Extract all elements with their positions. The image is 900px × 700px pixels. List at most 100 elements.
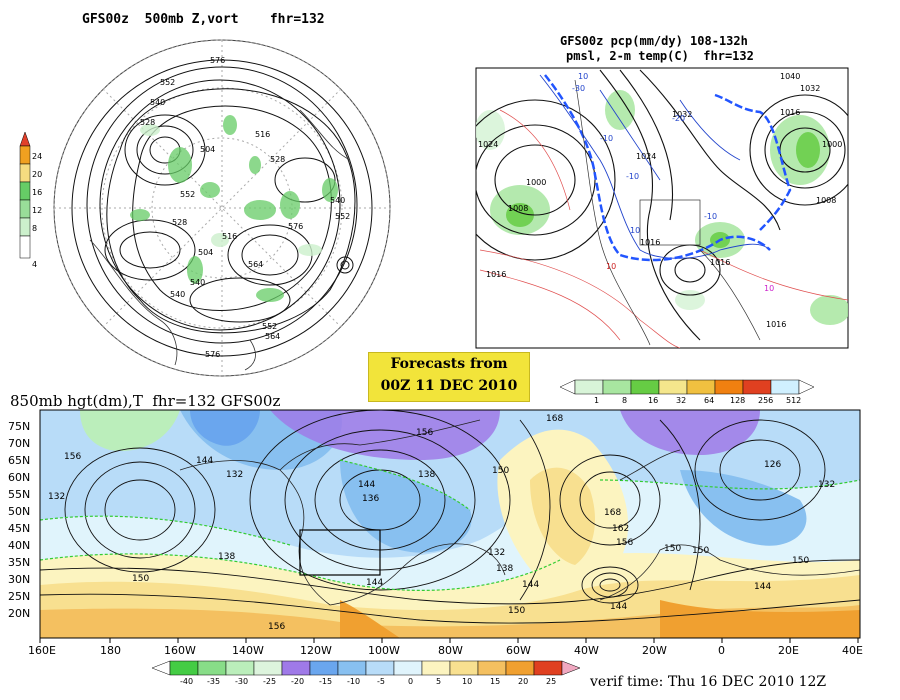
lon-label: 180 <box>100 644 121 657</box>
cb500-label: 16 <box>32 188 43 197</box>
cb850-label: -25 <box>263 677 277 686</box>
lon-label: 140W <box>232 644 264 657</box>
lon-label: 20W <box>642 644 667 657</box>
lat-label: 40N <box>8 539 31 552</box>
pressure-label: 1000 <box>822 140 843 149</box>
height-label: 144 <box>610 602 628 612</box>
contour-label: 504 <box>198 248 214 257</box>
cb850-label: -40 <box>180 677 194 686</box>
height-label: 156 <box>416 428 434 438</box>
temp-label: -20 <box>672 114 686 123</box>
contour-label: 516 <box>255 130 271 139</box>
cb850-label: -10 <box>347 677 361 686</box>
cb500-label: 24 <box>32 152 43 161</box>
cb850-label: 5 <box>436 677 442 686</box>
contour-label: 552 <box>335 212 351 221</box>
lat-label: 70N <box>8 437 31 450</box>
temp-label: 10 <box>630 226 641 235</box>
contour-label: 504 <box>200 145 216 154</box>
lat-label: 30N <box>8 573 31 586</box>
cbp-label: 256 <box>758 396 774 405</box>
lat-label: 50N <box>8 505 31 518</box>
panel-850mb-title: 850mb hgt(dm),T fhr=132 GFS00z <box>10 392 281 410</box>
lat-label: 25N <box>8 590 31 603</box>
contour-label: 528 <box>172 218 188 227</box>
lon-label: 80W <box>438 644 463 657</box>
height-label: 144 <box>358 480 376 490</box>
contour-label: 540 <box>190 278 206 287</box>
height-label: 138 <box>418 470 436 480</box>
precip-title-line1: GFS00z pcp(mm/dy) 108-132h <box>560 34 748 48</box>
height-label: 132 <box>488 548 506 558</box>
temp-label: 10 <box>578 72 589 81</box>
temp-label: -30 <box>572 84 586 93</box>
lat-label: 45N <box>8 522 31 535</box>
cbp-label: 64 <box>704 396 715 405</box>
pressure-label: 1032 <box>800 84 821 93</box>
lat-label: 65N <box>8 454 31 467</box>
forecast-line1: Forecasts from <box>390 356 508 372</box>
pressure-label: 1040 <box>780 72 801 81</box>
height-label: 136 <box>362 494 380 504</box>
lon-label: 160W <box>164 644 196 657</box>
pressure-label: 1016 <box>640 238 661 247</box>
lat-label: 20N <box>8 607 31 620</box>
pressure-label: 1016 <box>780 108 801 117</box>
lat-label: 75N <box>8 420 31 433</box>
cb850-label: -15 <box>319 677 333 686</box>
height-label: 144 <box>196 456 214 466</box>
lon-label: 120W <box>300 644 332 657</box>
height-label: 168 <box>546 414 564 424</box>
pressure-label: 1008 <box>816 196 837 205</box>
height-label: 150 <box>664 544 682 554</box>
height-label: 144 <box>366 578 384 588</box>
cb850-label: -30 <box>235 677 249 686</box>
height-label: 156 <box>616 538 634 548</box>
forecast-info-box: Forecasts from 00Z 11 DEC 2010 <box>368 352 530 402</box>
height-label: 144 <box>522 580 540 590</box>
contour-label: 552 <box>262 322 278 331</box>
map-850mb <box>39 409 861 643</box>
lon-label: 40E <box>842 644 863 657</box>
cb850-label: 25 <box>546 677 557 686</box>
forecast-line2: 00Z 11 DEC 2010 <box>380 378 518 394</box>
cb850-label: 20 <box>518 677 529 686</box>
pressure-label: 1008 <box>508 204 529 213</box>
height-label: 138 <box>218 552 236 562</box>
contour-label: 540 <box>150 98 166 107</box>
height-label: 156 <box>268 622 286 632</box>
height-label: 144 <box>754 582 772 592</box>
colorbar-850mb <box>151 660 581 676</box>
contour-label: 528 <box>270 155 286 164</box>
pressure-label: 1032 <box>672 110 693 119</box>
colorbar-precip <box>559 379 815 395</box>
cbp-label: 512 <box>786 396 802 405</box>
cb850-label: 10 <box>462 677 473 686</box>
contour-label: 552 <box>180 190 196 199</box>
pressure-label: 1016 <box>710 258 731 267</box>
height-label: 156 <box>64 452 82 462</box>
lat-label: 60N <box>8 471 31 484</box>
colorbar-500mb <box>19 131 31 259</box>
cbp-label: 32 <box>676 396 687 405</box>
contour-label: 576 <box>288 222 304 231</box>
temp-label: 10 <box>764 284 775 293</box>
contour-label: 540 <box>330 196 346 205</box>
precip-title-line2: pmsl, 2-m temp(C) fhr=132 <box>566 49 754 63</box>
panel-500mb-title: GFS00z 500mb Z,vort fhr=132 <box>82 12 325 27</box>
temp-label: -10 <box>704 212 718 221</box>
cb850-label: 0 <box>408 677 414 686</box>
height-label: 162 <box>612 524 630 534</box>
lat-label: 35N <box>8 556 31 569</box>
pressure-label: 1024 <box>636 152 657 161</box>
cbp-label: 16 <box>648 396 659 405</box>
pressure-label: 1016 <box>766 320 787 329</box>
height-label: 150 <box>692 546 710 556</box>
cb500-label: 8 <box>32 224 38 233</box>
cb500-label: 4 <box>32 260 38 269</box>
cb500-label: 20 <box>32 170 43 179</box>
height-label: 138 <box>496 564 514 574</box>
verification-time: verif time: Thu 16 DEC 2010 12Z <box>590 674 827 690</box>
precip-map <box>475 67 849 349</box>
